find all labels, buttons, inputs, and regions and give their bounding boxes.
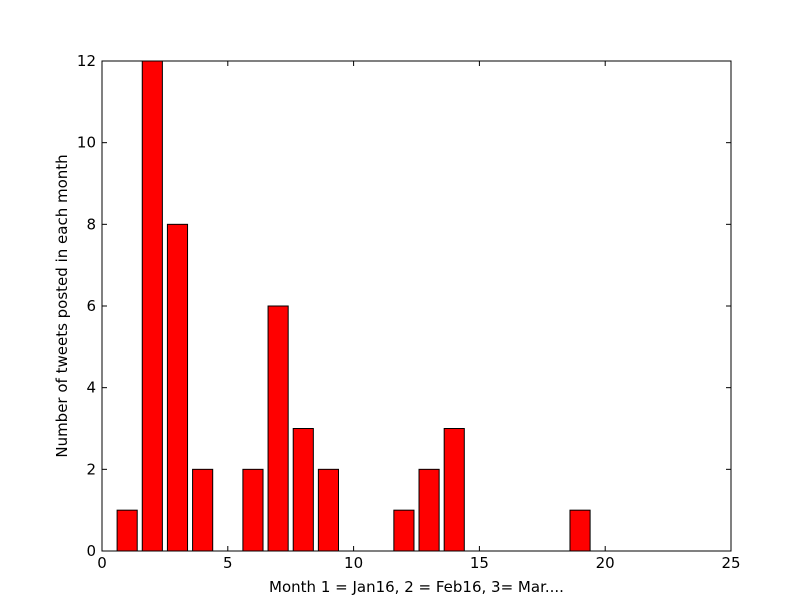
bar-month-1 bbox=[116, 509, 138, 552]
plot-frame bbox=[101, 60, 732, 552]
x-tick-label: 15 bbox=[470, 554, 489, 572]
bar-month-13 bbox=[418, 468, 440, 552]
y-tick-label: 0 bbox=[86, 542, 96, 560]
ticks-group: 0 5 10 15 20 25 0 2 4 6 8 10 12 bbox=[77, 52, 741, 572]
bar-month-8 bbox=[292, 428, 314, 552]
bar-month-12 bbox=[393, 509, 415, 552]
y-tick-label: 2 bbox=[86, 460, 96, 478]
bar-month-6 bbox=[242, 468, 264, 552]
y-tick-label: 8 bbox=[86, 215, 96, 233]
y-tick-label: 12 bbox=[77, 52, 96, 70]
x-tick-label: 25 bbox=[721, 554, 740, 572]
bar-month-7 bbox=[267, 305, 289, 552]
x-tick-label: 20 bbox=[596, 554, 615, 572]
x-tick-label: 0 bbox=[97, 554, 107, 572]
bar-month-3 bbox=[166, 223, 189, 552]
y-tick-label: 4 bbox=[86, 379, 96, 397]
x-tick-label: 10 bbox=[344, 554, 363, 572]
bar-month-4 bbox=[192, 468, 214, 552]
x-tick-label: 5 bbox=[223, 554, 233, 572]
bar-month-19 bbox=[569, 509, 591, 552]
x-axis-label: Month 1 = Jan16, 2 = Feb16, 3= Mar.... bbox=[269, 578, 564, 596]
bar-month-14 bbox=[443, 428, 465, 552]
bar-month-2 bbox=[141, 60, 163, 552]
y-tick-label: 10 bbox=[77, 134, 96, 152]
bar-month-9 bbox=[317, 468, 340, 552]
y-axis-label: Number of tweets posted in each month bbox=[53, 154, 71, 457]
bars-group bbox=[116, 60, 591, 552]
y-tick-label: 6 bbox=[86, 297, 96, 315]
